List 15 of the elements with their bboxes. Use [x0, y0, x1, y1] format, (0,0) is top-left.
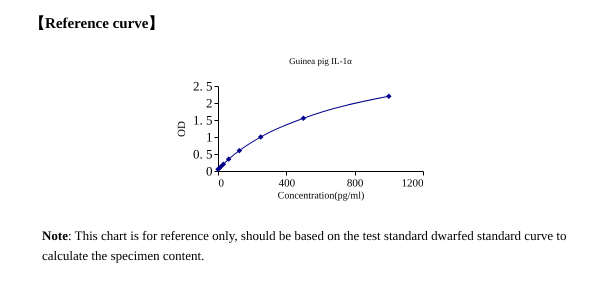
- y-axis-title: OD: [176, 121, 188, 137]
- y-tick-label: 1. 5: [193, 112, 212, 128]
- y-tick-label: 0: [206, 164, 212, 178]
- y-tick-label: 1: [206, 130, 212, 144]
- x-axis-title: Concentration(pg/ml): [278, 190, 364, 202]
- text: Note: This chart is for reference only, should be based on the test standard dwarfed standard curve to calculate the specimen content.: [42, 227, 568, 265]
- x-tick-label: 0: [218, 178, 224, 190]
- text: 【Reference curve】: [30, 14, 164, 33]
- y-tick-label: 2: [206, 96, 212, 110]
- x-tick-label: 400: [278, 178, 296, 190]
- y-tick-label: 2. 5: [193, 78, 212, 94]
- chart-title: Guinea pig IL-1α: [289, 56, 352, 66]
- y-tick-label: 0. 5: [193, 146, 212, 162]
- x-tick-label: 800: [346, 178, 364, 190]
- x-tick-label: 1200: [402, 178, 424, 190]
